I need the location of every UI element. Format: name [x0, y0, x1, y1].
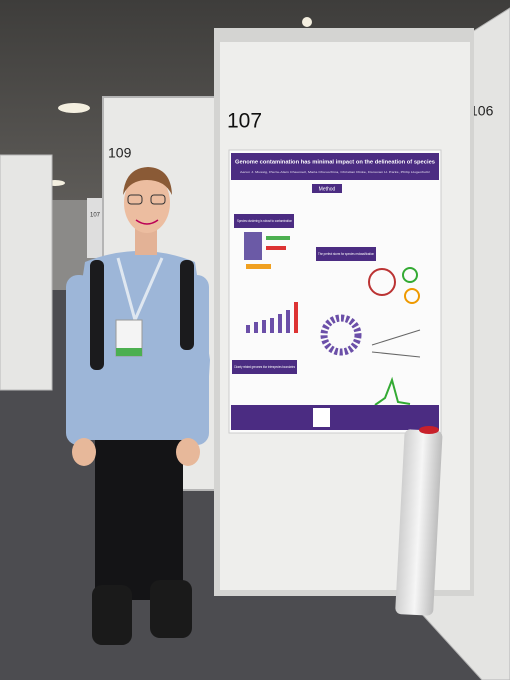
- figure-bars: [246, 302, 298, 333]
- panel-number: 106: [470, 103, 494, 119]
- figure-ring: [404, 288, 420, 304]
- figure-ring: [320, 314, 362, 356]
- figure: [246, 264, 271, 269]
- figure-lines: [374, 376, 411, 406]
- panel-number: 107: [90, 213, 101, 219]
- figure-lines: [371, 329, 421, 358]
- poster-tube: [395, 429, 443, 616]
- section-title: Species clustering is robust to contamin…: [237, 218, 292, 223]
- figure-ring: [368, 268, 396, 296]
- person: [66, 167, 210, 645]
- poster-authors: Aaron J. Mussig, Pierre-Alain Chaumeil, …: [240, 170, 431, 174]
- section-label: [312, 184, 342, 193]
- section-title: The perfect storm for species reclassifi…: [318, 251, 374, 256]
- section-label: [234, 214, 294, 228]
- panel-number: 107: [227, 110, 262, 133]
- panel-number: 109: [108, 145, 132, 161]
- tube-cap: [419, 426, 439, 434]
- figure: [244, 232, 262, 260]
- panel: [87, 198, 103, 258]
- ceiling-light: [58, 103, 90, 113]
- qr-code: [313, 408, 330, 427]
- poster-footer: [231, 405, 439, 430]
- section-title: Closely related genomes blur interspecie…: [234, 364, 295, 369]
- figure-ring: [402, 267, 418, 283]
- poster-title-band: [231, 153, 439, 180]
- section-label: [316, 247, 376, 261]
- section-label: [232, 360, 297, 374]
- figure: [266, 246, 286, 250]
- poster-title: Genome contamination has minimal impact …: [235, 159, 435, 165]
- section-title: Method: [319, 186, 336, 192]
- ceiling-light: [302, 17, 312, 27]
- figure: [266, 236, 290, 240]
- panel: [0, 154, 53, 391]
